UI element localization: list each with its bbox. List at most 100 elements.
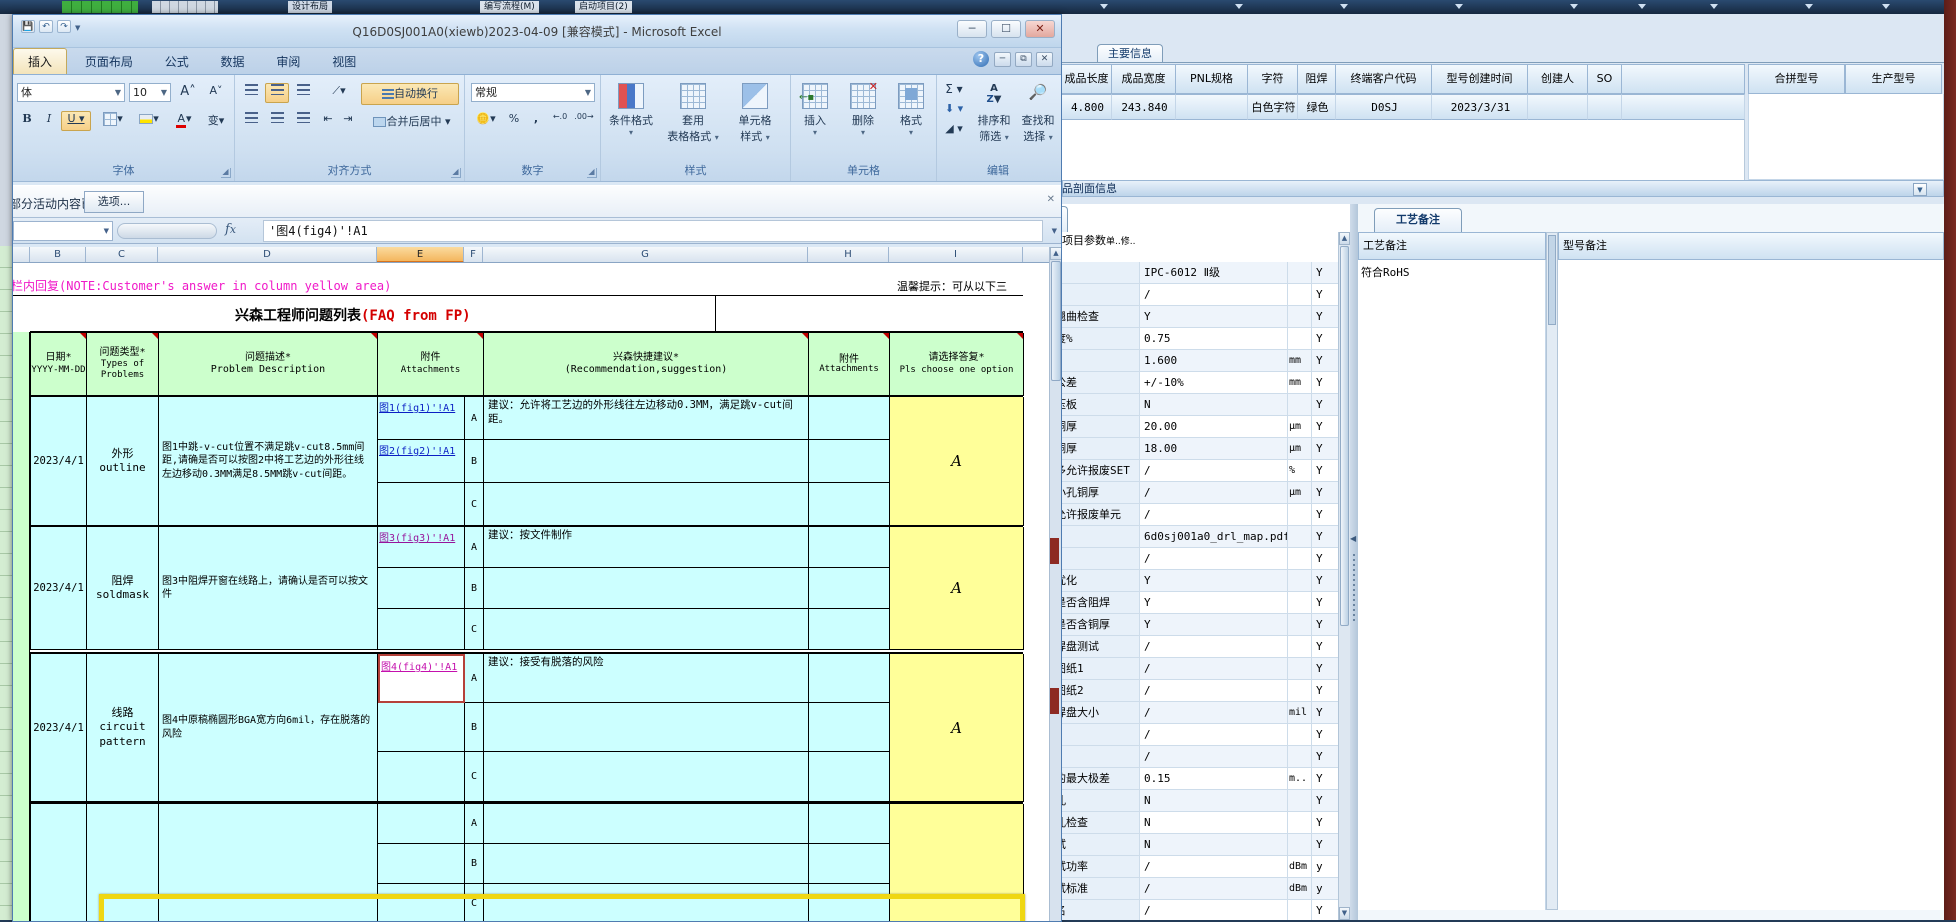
name-box[interactable]: ▼	[13, 221, 113, 241]
parameter-row[interactable]: 是否含阻焊 Y Y	[1062, 592, 1338, 614]
attachment2-cell[interactable]	[809, 804, 890, 844]
answer-cell[interactable]	[890, 804, 1024, 921]
percent-style-button[interactable]: %	[508, 112, 520, 125]
scroll-down-icon[interactable]: ▼	[1339, 907, 1350, 920]
option-letter[interactable]: A	[465, 397, 484, 440]
orientation-button[interactable]: ⟋▾	[332, 84, 346, 97]
attachment2-cell[interactable]	[809, 654, 890, 703]
tab-page-layout[interactable]: 页面布局	[84, 55, 133, 69]
align-center-button[interactable]	[265, 111, 289, 131]
attachment-cell[interactable]: 图1(fig1)'!A1	[378, 397, 465, 440]
parameter-row[interactable]: 试功率 / dBm y	[1062, 856, 1338, 878]
parameter-row[interactable]: / Y	[1062, 284, 1338, 306]
attachment-cell[interactable]	[378, 804, 465, 844]
security-options-button[interactable]: 选项...	[84, 191, 144, 213]
option-letter[interactable]: B	[465, 844, 484, 884]
info-column-header[interactable]: 阻焊	[1298, 64, 1336, 94]
column-header-E[interactable]: E	[377, 247, 464, 262]
answer-cell[interactable]: A	[890, 397, 1024, 526]
option-letter[interactable]: B	[465, 703, 484, 752]
grow-font-button[interactable]: A˄	[180, 84, 196, 99]
parameter-row[interactable]: 铜厚 20.00 μm Y	[1062, 416, 1338, 438]
attachment2-cell[interactable]	[809, 440, 890, 483]
param-value[interactable]: /	[1140, 680, 1288, 701]
info-column-header[interactable]: 成品宽度	[1112, 64, 1176, 94]
notes-col1-header[interactable]: 工艺备注	[1358, 232, 1546, 260]
param-value[interactable]: +/-10%	[1140, 372, 1288, 393]
attachment-cell[interactable]	[378, 884, 465, 921]
param-value[interactable]: /	[1140, 724, 1288, 745]
info-column-header[interactable]	[1622, 64, 1745, 94]
param-value[interactable]: N	[1140, 834, 1288, 855]
fig2-link[interactable]: 图2(fig2)'!A1	[379, 446, 456, 457]
wrap-text-button[interactable]: 自动换行	[361, 83, 459, 105]
info-column-header[interactable]: 型号创建时间	[1432, 64, 1528, 94]
scroll-up-icon[interactable]: ▲	[1050, 247, 1061, 260]
parameter-row[interactable]: 孔 N Y	[1062, 790, 1338, 812]
scroll-up-icon[interactable]: ▲	[1339, 232, 1350, 245]
date-cell[interactable]: 2023/4/1	[31, 527, 87, 650]
column-header-D[interactable]: D	[158, 247, 377, 262]
info-value-cell[interactable]: 2023/3/31	[1432, 94, 1528, 120]
help-icon[interactable]: ?	[973, 51, 989, 67]
italic-button[interactable]: I	[46, 112, 52, 125]
attachment-cell[interactable]	[378, 752, 465, 802]
date-cell[interactable]: 2023/4/1	[31, 654, 87, 802]
param-value[interactable]: Y	[1140, 570, 1288, 591]
param-value[interactable]: /	[1140, 636, 1288, 657]
param-value[interactable]: IPC-6012 Ⅱ级	[1140, 262, 1288, 283]
description-cell[interactable]: 图1中跳-v-cut位置不满足跳v-cut8.5mm间距,请确是否可以按图2中将…	[159, 397, 378, 526]
attachment2-cell[interactable]	[809, 703, 890, 752]
info-column-header[interactable]: 成品长度	[1062, 64, 1112, 94]
underline-button[interactable]: U ▾	[61, 111, 91, 131]
increase-decimal-button[interactable]: ←.0	[552, 112, 568, 121]
description-cell[interactable]	[159, 804, 378, 921]
doc-restore-button[interactable]: ⧉	[1015, 52, 1032, 67]
doc-close-button[interactable]: ✕	[1036, 52, 1053, 67]
param-value[interactable]: 20.00	[1140, 416, 1288, 437]
notes-scrollbar[interactable]	[1546, 232, 1558, 910]
info-value-cell[interactable]: 243.840	[1112, 94, 1176, 120]
tab-data[interactable]: 数据	[220, 55, 245, 69]
info-value-cell[interactable]	[1622, 94, 1745, 120]
param-value[interactable]: /	[1140, 548, 1288, 569]
option-letter[interactable]: B	[465, 440, 484, 483]
autosum-button[interactable]: Σ ▾	[945, 82, 963, 96]
parameter-row[interactable]: 多允许报废SET / % Y	[1062, 460, 1338, 482]
param-header-item[interactable]: 项目	[1062, 234, 1084, 247]
suggestion-cell[interactable]	[484, 609, 809, 650]
param-value[interactable]: 1.600	[1140, 350, 1288, 371]
date-cell[interactable]	[31, 804, 87, 921]
align-right-button[interactable]	[291, 111, 315, 131]
dialog-launcher-icon[interactable]: ◢	[221, 168, 231, 178]
param-value[interactable]: /	[1140, 746, 1288, 767]
collapse-left-icon[interactable]: ◀	[1350, 534, 1357, 543]
attachment2-cell[interactable]	[809, 844, 890, 884]
date-cell[interactable]: 2023/4/1	[31, 397, 87, 526]
format-cells-button[interactable]: 格式 ▾	[889, 81, 933, 153]
pinned-column-header[interactable]: 合拼型号	[1748, 64, 1845, 94]
formula-input[interactable]: '图4(fig4)'!A1	[263, 220, 1043, 242]
qat-dropdown-icon[interactable]: ▼	[75, 24, 81, 32]
scrollbar-thumb[interactable]	[1548, 235, 1556, 325]
parameter-row[interactable]: 图纸1 / Y	[1062, 658, 1338, 680]
fig3-link[interactable]: 图3(fig3)'!A1	[379, 533, 456, 544]
number-format-box[interactable]: 常规 ▼	[471, 83, 595, 102]
info-value-cell[interactable]	[1588, 94, 1622, 120]
info-column-header[interactable]: PNL规格	[1176, 64, 1248, 94]
attachment-cell[interactable]: 图3(fig3)'!A1	[378, 527, 465, 568]
accounting-format-button[interactable]: 🪙▾	[476, 112, 496, 125]
param-value[interactable]: Y	[1140, 306, 1288, 327]
dialog-launcher-icon[interactable]: ◢	[451, 168, 461, 178]
param-header-flag[interactable]: 修..	[1120, 237, 1136, 247]
option-letter[interactable]: C	[465, 609, 484, 650]
maximize-button[interactable]: ☐	[991, 20, 1021, 38]
param-header-value[interactable]: 参数	[1084, 234, 1106, 247]
sheet-area[interactable]: 色栏内回复(NOTE:Customer's answer in column y…	[13, 263, 1049, 921]
parameter-row[interactable]: 焊盘测试 / Y	[1062, 636, 1338, 658]
clear-button[interactable]: ◢ ▾	[945, 122, 963, 135]
suggestion-cell[interactable]	[484, 752, 809, 802]
param-value[interactable]: /	[1140, 878, 1288, 899]
sort-filter-button[interactable]: A Z▼ 排序和 筛选 ▾	[977, 83, 1011, 143]
align-top-button[interactable]	[239, 83, 263, 103]
